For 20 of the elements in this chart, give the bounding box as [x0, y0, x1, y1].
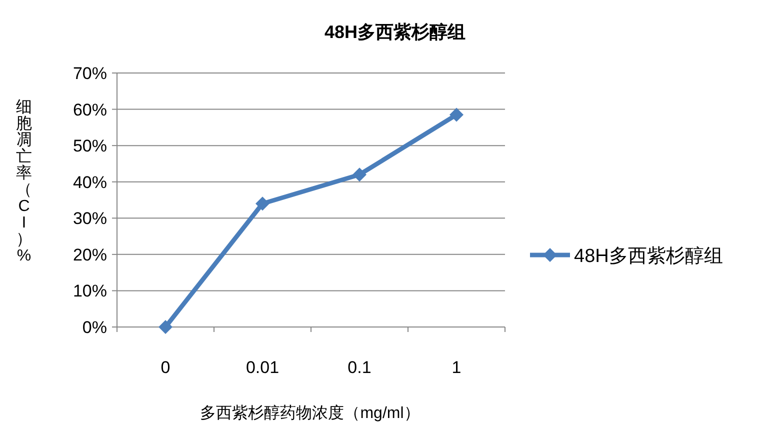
chart-title: 48H多西紫杉醇组: [324, 22, 466, 42]
y-tick-label: 20%: [72, 245, 107, 264]
y-tick-label: 70%: [72, 64, 107, 83]
y-tick-label: 30%: [72, 209, 107, 228]
point: [256, 196, 270, 211]
point: [450, 108, 464, 122]
x-tick-label: 0.1: [348, 358, 372, 377]
y-tick-label: 0%: [82, 318, 107, 337]
y-tick-label: 50%: [72, 136, 107, 156]
y-tick-label: 60%: [72, 100, 107, 120]
point: [352, 168, 366, 182]
y-tick-label: 40%: [72, 172, 107, 192]
text: 细胞凋亡率（CI）%: [16, 99, 32, 264]
x-tick-label: 1: [452, 358, 462, 377]
x-tick-label: 0.01: [246, 358, 280, 377]
y-tick-label: 10%: [72, 282, 107, 301]
x-tick-label: 0: [160, 358, 170, 377]
legend-label: 48H多西紫杉醇组: [574, 246, 723, 267]
point: [158, 320, 172, 334]
x-axis-title: 多西紫杉醇药物浓度（mg/ml）: [200, 404, 420, 422]
